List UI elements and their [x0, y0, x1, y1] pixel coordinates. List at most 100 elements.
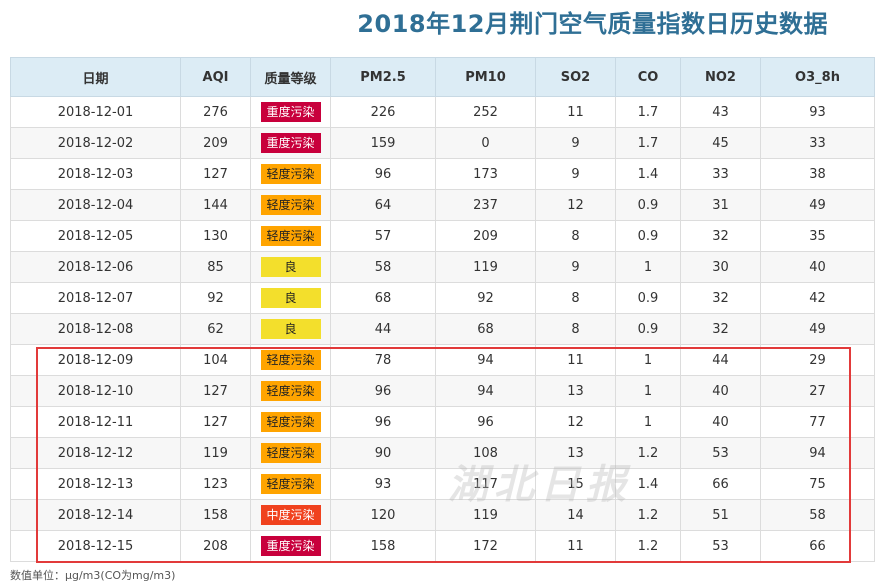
- table-row: 2018-12-10 127 轻度污染 96 94 13 1 40 27: [10, 375, 875, 407]
- cell-o3: 49: [760, 313, 875, 345]
- cell-co: 1: [615, 251, 681, 283]
- cell-pm25: 93: [330, 468, 436, 500]
- table-row: 2018-12-07 92 良 68 92 8 0.9 32 42: [10, 282, 875, 314]
- cell-o3: 49: [760, 189, 875, 221]
- cell-aqi: 208: [180, 530, 251, 562]
- cell-date: 2018-12-11: [10, 406, 181, 438]
- cell-no2: 33: [680, 158, 761, 190]
- quality-level-badge: 良: [260, 257, 321, 277]
- cell-so2: 12: [535, 189, 616, 221]
- cell-no2: 40: [680, 406, 761, 438]
- cell-no2: 32: [680, 282, 761, 314]
- table-row: 2018-12-04 144 轻度污染 64 237 12 0.9 31 49: [10, 189, 875, 221]
- cell-date: 2018-12-08: [10, 313, 181, 345]
- cell-aqi: 158: [180, 499, 251, 531]
- cell-aqi: 104: [180, 344, 251, 376]
- cell-o3: 58: [760, 499, 875, 531]
- cell-level: 轻度污染: [250, 375, 331, 407]
- cell-pm25: 158: [330, 530, 436, 562]
- cell-co: 1.2: [615, 437, 681, 469]
- quality-level-badge: 轻度污染: [260, 226, 321, 246]
- cell-date: 2018-12-14: [10, 499, 181, 531]
- cell-no2: 30: [680, 251, 761, 283]
- cell-date: 2018-12-12: [10, 437, 181, 469]
- cell-no2: 44: [680, 344, 761, 376]
- cell-so2: 8: [535, 282, 616, 314]
- page-title: 2018年12月荆门空气质量指数日历史数据: [357, 10, 828, 38]
- header-o3: O3_8h: [760, 57, 875, 97]
- cell-level: 轻度污染: [250, 344, 331, 376]
- cell-pm10: 108: [435, 437, 536, 469]
- cell-pm10: 68: [435, 313, 536, 345]
- table-row: 2018-12-13 123 轻度污染 93 117 15 1.4 66 75: [10, 468, 875, 500]
- quality-level-badge: 良: [260, 319, 321, 339]
- cell-so2: 9: [535, 127, 616, 159]
- cell-so2: 15: [535, 468, 616, 500]
- cell-level: 中度污染: [250, 499, 331, 531]
- cell-o3: 40: [760, 251, 875, 283]
- cell-level: 轻度污染: [250, 406, 331, 438]
- cell-pm10: 119: [435, 499, 536, 531]
- quality-level-badge: 轻度污染: [260, 474, 321, 494]
- cell-pm10: 237: [435, 189, 536, 221]
- cell-date: 2018-12-02: [10, 127, 181, 159]
- quality-level-badge: 轻度污染: [260, 350, 321, 370]
- cell-pm10: 92: [435, 282, 536, 314]
- cell-pm10: 119: [435, 251, 536, 283]
- quality-level-badge: 重度污染: [260, 102, 321, 122]
- cell-o3: 94: [760, 437, 875, 469]
- cell-aqi: 119: [180, 437, 251, 469]
- quality-level-badge: 中度污染: [260, 505, 321, 525]
- cell-pm10: 252: [435, 96, 536, 128]
- quality-level-badge: 良: [260, 288, 321, 308]
- cell-date: 2018-12-03: [10, 158, 181, 190]
- cell-co: 0.9: [615, 220, 681, 252]
- cell-o3: 77: [760, 406, 875, 438]
- cell-aqi: 62: [180, 313, 251, 345]
- cell-so2: 8: [535, 220, 616, 252]
- cell-date: 2018-12-06: [10, 251, 181, 283]
- cell-pm10: 96: [435, 406, 536, 438]
- cell-co: 1: [615, 375, 681, 407]
- cell-level: 轻度污染: [250, 220, 331, 252]
- cell-co: 0.9: [615, 282, 681, 314]
- cell-date: 2018-12-05: [10, 220, 181, 252]
- cell-so2: 14: [535, 499, 616, 531]
- cell-pm25: 120: [330, 499, 436, 531]
- cell-so2: 13: [535, 375, 616, 407]
- quality-level-badge: 轻度污染: [260, 195, 321, 215]
- cell-o3: 33: [760, 127, 875, 159]
- cell-o3: 38: [760, 158, 875, 190]
- header-co: CO: [615, 57, 681, 97]
- cell-no2: 53: [680, 437, 761, 469]
- header-aqi: AQI: [180, 57, 251, 97]
- cell-aqi: 209: [180, 127, 251, 159]
- table-header-row: 日期 AQI 质量等级 PM2.5 PM10 SO2 CO NO2 O3_8h: [10, 57, 875, 97]
- cell-so2: 9: [535, 251, 616, 283]
- cell-no2: 51: [680, 499, 761, 531]
- cell-so2: 13: [535, 437, 616, 469]
- cell-date: 2018-12-04: [10, 189, 181, 221]
- cell-date: 2018-12-15: [10, 530, 181, 562]
- cell-no2: 45: [680, 127, 761, 159]
- cell-pm25: 57: [330, 220, 436, 252]
- cell-aqi: 85: [180, 251, 251, 283]
- cell-level: 良: [250, 251, 331, 283]
- cell-aqi: 144: [180, 189, 251, 221]
- aqi-table-container: 日期 AQI 质量等级 PM2.5 PM10 SO2 CO NO2 O3_8h …: [10, 57, 875, 562]
- table-row: 2018-12-03 127 轻度污染 96 173 9 1.4 33 38: [10, 158, 875, 190]
- cell-o3: 75: [760, 468, 875, 500]
- cell-pm10: 94: [435, 344, 536, 376]
- header-no2: NO2: [680, 57, 761, 97]
- cell-pm25: 68: [330, 282, 436, 314]
- header-level: 质量等级: [250, 57, 331, 97]
- table-row: 2018-12-09 104 轻度污染 78 94 11 1 44 29: [10, 344, 875, 376]
- cell-no2: 40: [680, 375, 761, 407]
- cell-co: 0.9: [615, 189, 681, 221]
- table-row: 2018-12-02 209 重度污染 159 0 9 1.7 45 33: [10, 127, 875, 159]
- cell-no2: 66: [680, 468, 761, 500]
- cell-pm25: 96: [330, 375, 436, 407]
- cell-co: 1.7: [615, 127, 681, 159]
- table-row: 2018-12-01 276 重度污染 226 252 11 1.7 43 93: [10, 96, 875, 128]
- cell-pm10: 172: [435, 530, 536, 562]
